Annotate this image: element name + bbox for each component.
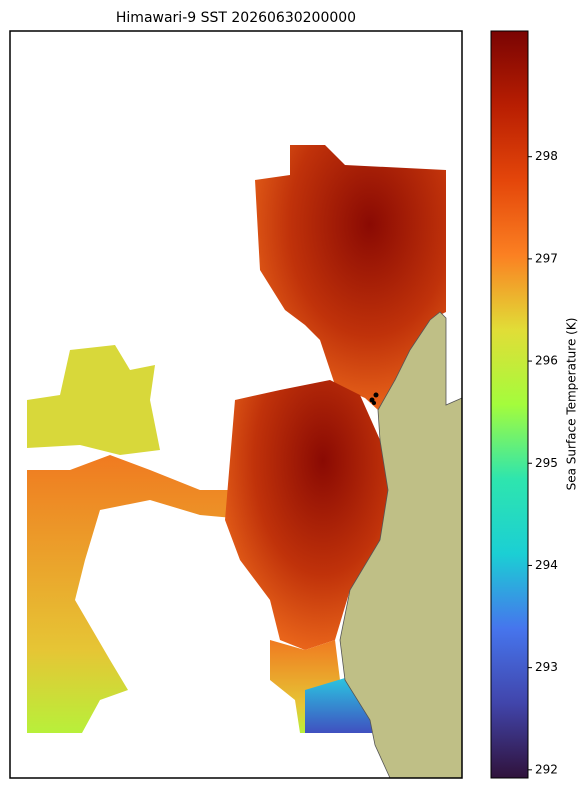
map bbox=[9, 30, 463, 779]
colorbar: Sea Surface Temperature (K) bbox=[490, 30, 579, 779]
colorbar-tick-label: 298 bbox=[535, 149, 558, 163]
colorbar-tick-label: 296 bbox=[535, 354, 558, 368]
colorbar-tick-label: 297 bbox=[535, 251, 558, 265]
colorbar-tick-label: 295 bbox=[535, 456, 558, 470]
warm-patch bbox=[255, 145, 446, 410]
marker bbox=[373, 392, 379, 398]
map-frame bbox=[9, 30, 463, 779]
colorbar-tick-label: 293 bbox=[535, 660, 558, 674]
warm-patch bbox=[27, 345, 160, 455]
colorbar-tick-label: 294 bbox=[535, 558, 558, 572]
warm-patch bbox=[225, 380, 388, 650]
map-title: Himawari-9 SST 20260630200000 bbox=[116, 10, 356, 26]
cold-patch bbox=[305, 678, 372, 733]
colorbar-label: Sea Surface Temperature (K) bbox=[565, 318, 579, 491]
colorbar-tick-label: 292 bbox=[535, 762, 558, 776]
colorbar-scale bbox=[490, 30, 529, 779]
marker bbox=[372, 401, 376, 405]
warm-patch bbox=[27, 455, 265, 733]
